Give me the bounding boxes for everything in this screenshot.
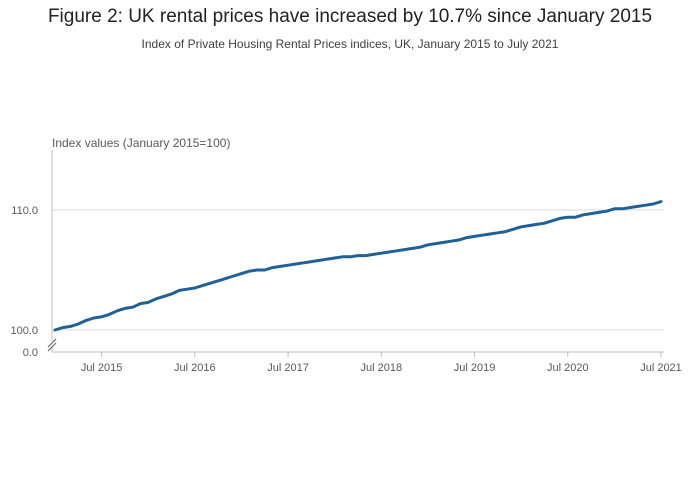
x-tick-label: Jul 2018: [361, 362, 403, 374]
gridlines: [52, 209, 664, 331]
axis-break-mark: [47, 338, 57, 348]
axes: [47, 150, 664, 353]
y-tick-label: 100.0: [10, 325, 38, 337]
chart-title: Figure 2: UK rental prices have increase…: [47, 6, 653, 27]
chart-subtitle: Index of Private Housing Rental Prices i…: [141, 37, 559, 51]
x-tick-label: Jul 2021: [640, 362, 682, 374]
x-axis-ticks: Jul 2015 Jul 2016 Jul 2017 Jul 2018 Jul 2019…: [81, 352, 682, 374]
y-axis-label: Index values (January 2015=100): [52, 136, 230, 150]
series-group: [53, 200, 663, 332]
x-tick-label: Jul 2017: [267, 362, 309, 374]
x-tick-label: Jul 2016: [174, 362, 216, 374]
x-tick-label: Jul 2020: [547, 362, 589, 374]
y-tick-label: 0.0: [23, 347, 38, 359]
y-axis-ticks: 110.0 100.0 0.0: [10, 205, 38, 359]
series-line: [53, 200, 663, 332]
y-tick-label: 110.0: [11, 205, 38, 217]
x-tick-label: Jul 2019: [454, 362, 496, 374]
axis-break-mark: [47, 342, 57, 352]
x-tick-label: Jul 2015: [81, 362, 123, 374]
